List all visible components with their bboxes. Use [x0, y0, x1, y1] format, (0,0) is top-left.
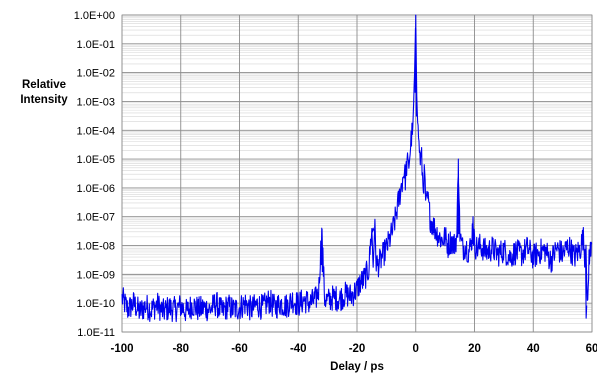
series-layer: [121, 14, 593, 323]
y-tick-label: 1.0E-07: [76, 212, 115, 224]
y-tick-label: 1.0E-04: [76, 125, 115, 137]
y-tick-label: 1.0E-11: [77, 327, 115, 339]
x-tick-label: 60: [586, 343, 597, 355]
y-axis-title-line-2: Intensity: [20, 94, 68, 106]
x-axis-title: Delay / ps: [330, 361, 384, 373]
x-tick-label: 40: [527, 343, 540, 355]
y-tick-label: 1.0E+00: [74, 10, 115, 22]
y-axis-ticks: 1.0E+00 1.0E-01 1.0E-02 1.0E-03 1.0E-04 1.0E-…: [74, 10, 115, 339]
y-tick-label: 1.0E-02: [76, 68, 115, 80]
y-tick-label: 1.0E-10: [76, 298, 115, 310]
y-tick-label: 1.0E-03: [76, 96, 115, 108]
x-tick-label: -100: [110, 343, 133, 355]
x-tick-label: -60: [231, 343, 248, 355]
y-tick-label: 1.0E-05: [76, 154, 115, 166]
series-line-relative-intensity: [121, 14, 593, 323]
y-tick-label: 1.0E-09: [76, 269, 115, 281]
x-tick-label: 20: [468, 343, 481, 355]
y-axis-title-line-1: Relative: [22, 79, 66, 91]
x-tick-label: 0: [413, 343, 419, 355]
x-tick-label: -80: [172, 343, 189, 355]
x-axis-ticks: -100 -80 -60 -40 -20 0 20 40 60: [110, 343, 597, 355]
y-tick-label: 1.0E-08: [76, 241, 115, 253]
y-tick-label: 1.0E-06: [76, 183, 115, 195]
x-tick-label: -20: [349, 343, 366, 355]
y-tick-label: 1.0E-01: [76, 39, 115, 51]
x-tick-label: -40: [290, 343, 307, 355]
